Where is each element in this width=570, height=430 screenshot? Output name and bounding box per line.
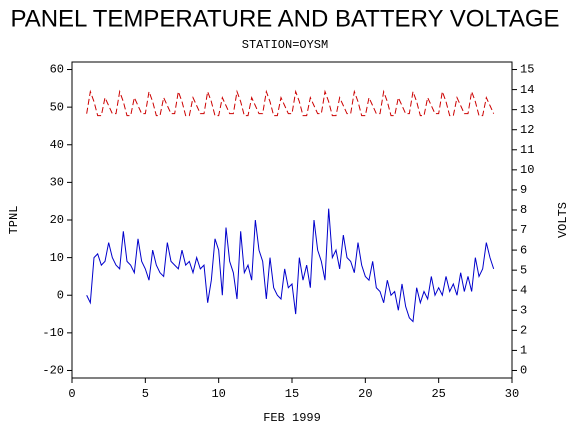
y-tick-label: 0 <box>57 288 64 302</box>
y2-tick-label: 6 <box>520 243 527 257</box>
y2-tick-label: 11 <box>520 143 534 157</box>
series-line <box>86 208 495 323</box>
y-axis-label: TPNL <box>7 206 21 235</box>
y2-tick-label: 12 <box>520 123 534 137</box>
y-tick-label: -10 <box>42 326 64 340</box>
x-tick-label: 5 <box>142 387 149 401</box>
x-tick-label: 0 <box>68 387 75 401</box>
y2-tick-label: 13 <box>520 103 534 117</box>
y2-tick-label: 14 <box>520 83 534 97</box>
chart-title: PANEL TEMPERATURE AND BATTERY VOLTAGE <box>10 5 559 32</box>
x-tick-label: 15 <box>285 387 299 401</box>
x-tick-label: 10 <box>211 387 225 401</box>
series-line <box>86 89 495 117</box>
y-tick-label: 30 <box>50 176 64 190</box>
x-tick-label: 30 <box>505 387 519 401</box>
y2-tick-label: 10 <box>520 163 534 177</box>
y2-tick-label: 4 <box>520 283 527 297</box>
y2-tick-label: 0 <box>520 364 527 378</box>
y2-tick-label: 1 <box>520 344 527 358</box>
y2-tick-label: 2 <box>520 324 527 338</box>
y-tick-label: -20 <box>42 364 64 378</box>
y2-tick-label: 15 <box>520 63 534 77</box>
y2-tick-label: 5 <box>520 263 527 277</box>
y-tick-label: 60 <box>50 63 64 77</box>
y-tick-label: 50 <box>50 100 64 114</box>
y2-tick-label: 3 <box>520 303 527 317</box>
y2-tick-label: 7 <box>520 223 527 237</box>
y2-tick-label: 9 <box>520 183 527 197</box>
y-tick-label: 40 <box>50 138 64 152</box>
y-tick-label: 20 <box>50 213 64 227</box>
y-tick-label: 10 <box>50 251 64 265</box>
x-axis-label: FEB 1999 <box>263 411 321 425</box>
chart-subtitle: STATION=OYSM <box>242 38 328 52</box>
y2-tick-label: 8 <box>520 203 527 217</box>
x-tick-label: 20 <box>358 387 372 401</box>
plot-frame <box>71 61 513 379</box>
y2-axis-label: VOLTS <box>556 202 570 238</box>
x-tick-label: 25 <box>431 387 445 401</box>
